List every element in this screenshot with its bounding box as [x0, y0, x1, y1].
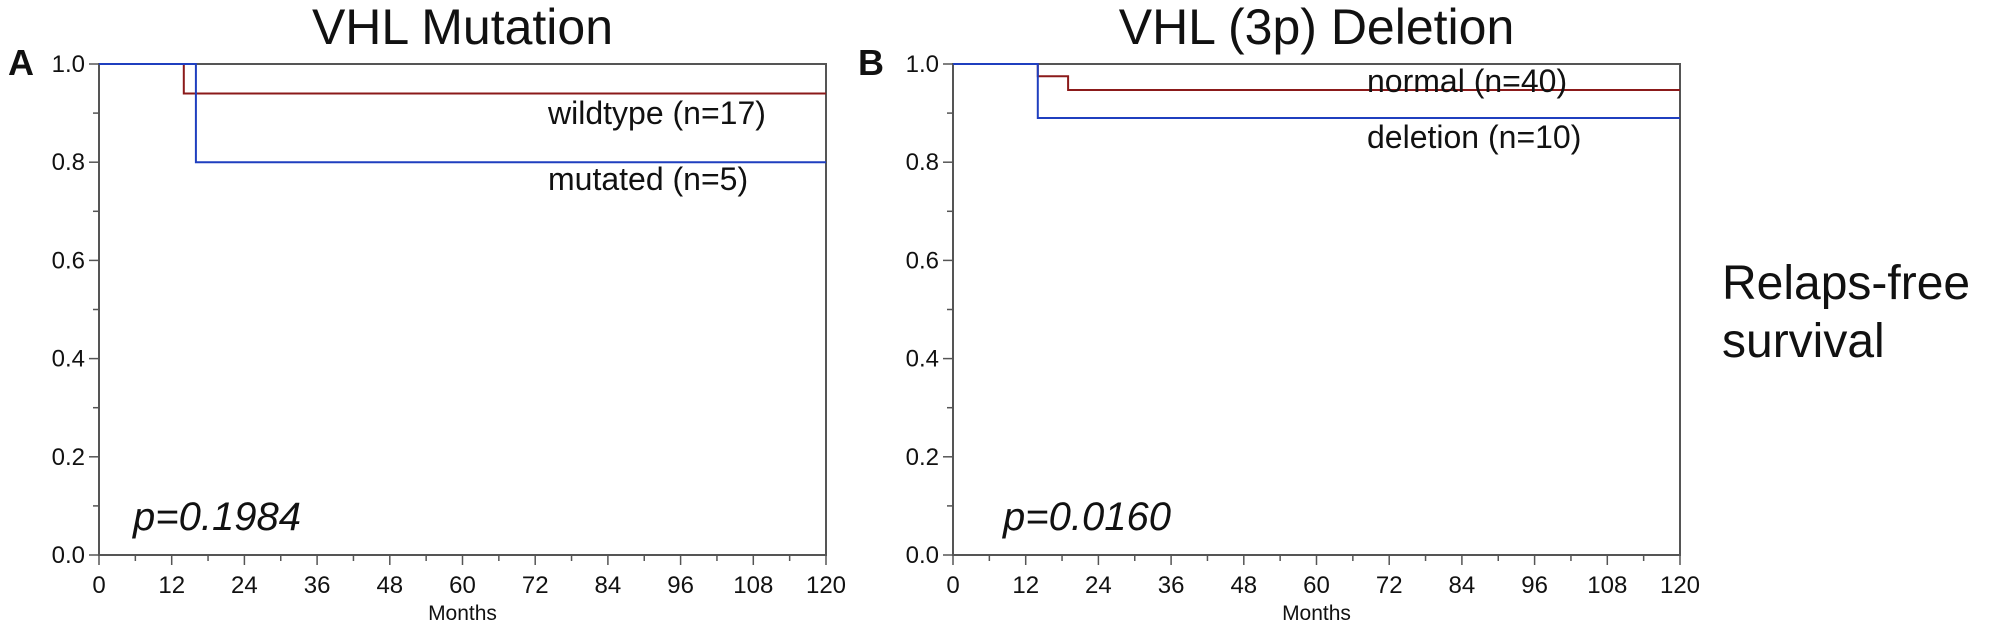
chart-title: VHL Mutation	[312, 0, 613, 55]
p-value-annotation: p=0.0160	[1002, 495, 1171, 539]
x-tick-label: 60	[449, 572, 476, 599]
x-tick-label: 84	[595, 572, 622, 599]
series-line-blue	[99, 63, 826, 164]
y-axis-side-label: Relaps-free survival	[1722, 255, 1970, 371]
y-tick-label: 0.6	[52, 247, 85, 274]
y-tick-label: 0.8	[906, 149, 939, 176]
x-axis-label: Months	[1282, 602, 1351, 625]
series-label: wildtype (n=17)	[547, 95, 766, 131]
panel-letter: B	[858, 42, 884, 83]
series-line-red	[99, 63, 826, 95]
x-tick-label: 36	[304, 572, 331, 599]
series-label: deletion (n=10)	[1367, 119, 1581, 155]
p-value-annotation: p=0.1984	[132, 495, 301, 539]
side-label-line1: Relaps-free	[1722, 257, 1971, 310]
x-tick-label: 120	[1660, 572, 1700, 599]
x-tick-label: 24	[1085, 572, 1112, 599]
x-tick-label: 24	[231, 572, 258, 599]
y-tick-label: 1.0	[52, 51, 85, 78]
x-tick-label: 84	[1449, 572, 1476, 599]
x-tick-label: 108	[1587, 572, 1627, 599]
y-tick-label: 0.4	[906, 346, 939, 373]
x-tick-label: 0	[92, 572, 105, 599]
x-tick-label: 48	[1230, 572, 1257, 599]
series-label: normal (n=40)	[1367, 63, 1567, 99]
y-tick-label: 1.0	[906, 51, 939, 78]
x-axis-label: Months	[428, 602, 497, 625]
y-tick-label: 0.4	[52, 346, 85, 373]
plot-frame	[98, 63, 827, 556]
y-tick-label: 0.8	[52, 149, 85, 176]
panel-letter: A	[8, 42, 34, 83]
x-tick-label: 120	[806, 572, 846, 599]
panel-a: VHL Mutation A 0.0 0.2 0.4 0.6 0.8 1.0 0 12 24 36 48…	[8, 0, 846, 625]
x-tick-label: 72	[522, 572, 549, 599]
x-tick-label: 96	[1521, 572, 1548, 599]
y-tick-label: 0.0	[52, 542, 85, 569]
x-tick-label: 12	[158, 572, 185, 599]
side-label-line2: survival	[1722, 315, 1885, 368]
x-tick-label: 0	[946, 572, 959, 599]
x-tick-label: 36	[1158, 572, 1185, 599]
y-tick-label: 0.2	[906, 444, 939, 471]
x-tick-label: 108	[733, 572, 773, 599]
x-tick-label: 48	[376, 572, 403, 599]
x-tick-label: 60	[1303, 572, 1330, 599]
panel-b: VHL (3p) Deletion B 0.0 0.2 0.4 0.6 0.8 1.0 0 12 2…	[858, 0, 1700, 625]
x-tick-label: 72	[1376, 572, 1403, 599]
chart-title: VHL (3p) Deletion	[1119, 0, 1515, 55]
y-tick-label: 0.2	[52, 444, 85, 471]
series-line-red	[953, 63, 1680, 91]
y-tick-label: 0.0	[906, 542, 939, 569]
x-tick-label: 12	[1012, 572, 1039, 599]
series-label: mutated (n=5)	[548, 161, 748, 197]
x-tick-label: 96	[667, 572, 694, 599]
series-line-blue	[953, 63, 1680, 119]
y-tick-label: 0.6	[906, 247, 939, 274]
